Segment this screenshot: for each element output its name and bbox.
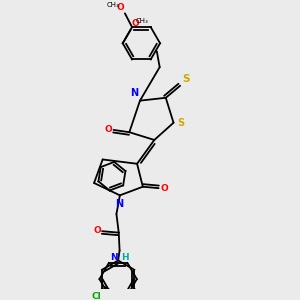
- Text: CH₃: CH₃: [107, 2, 120, 8]
- Text: N: N: [115, 199, 123, 209]
- Text: N: N: [110, 253, 117, 262]
- Text: N: N: [130, 88, 139, 98]
- Text: O: O: [104, 125, 112, 134]
- Text: S: S: [182, 74, 190, 84]
- Text: O: O: [93, 226, 101, 236]
- Text: H: H: [121, 253, 129, 262]
- Text: S: S: [177, 118, 184, 128]
- Text: O: O: [116, 3, 124, 12]
- Text: O: O: [131, 19, 139, 28]
- Text: O: O: [160, 184, 168, 193]
- Text: Cl: Cl: [92, 292, 101, 300]
- Text: CH₃: CH₃: [136, 18, 149, 24]
